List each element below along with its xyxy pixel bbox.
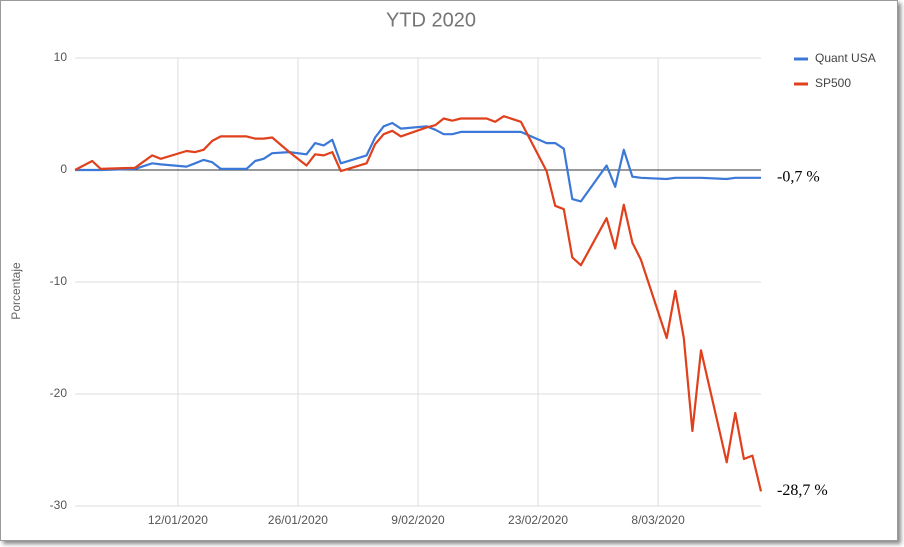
legend-label: SP500 [815,76,851,90]
legend-label: Quant USA [815,51,876,65]
end-annotation: -28,7 % [777,482,828,499]
x-tick-label: 26/01/2020 [268,513,328,527]
y-axis-label: Porcentaje [9,262,23,320]
series-line [75,121,761,203]
y-tick-label: -30 [50,498,68,512]
y-tick-label: -20 [50,386,68,400]
chart: YTD 2020 Porcentaje 12/01/2020 26/01/2020… [9,9,876,527]
x-tick-label: 9/02/2020 [391,513,445,527]
x-tick-label: 8/03/2020 [631,513,685,527]
y-tick-label: -10 [50,274,68,288]
x-tick-label: 12/01/2020 [148,513,208,527]
x-tick-label: 23/02/2020 [508,513,568,527]
series-line [74,115,763,492]
chart-title: YTD 2020 [386,9,476,31]
y-tick-label: 10 [54,50,68,64]
y-tick-label: 0 [60,162,67,176]
end-annotation: -0,7 % [777,169,820,186]
